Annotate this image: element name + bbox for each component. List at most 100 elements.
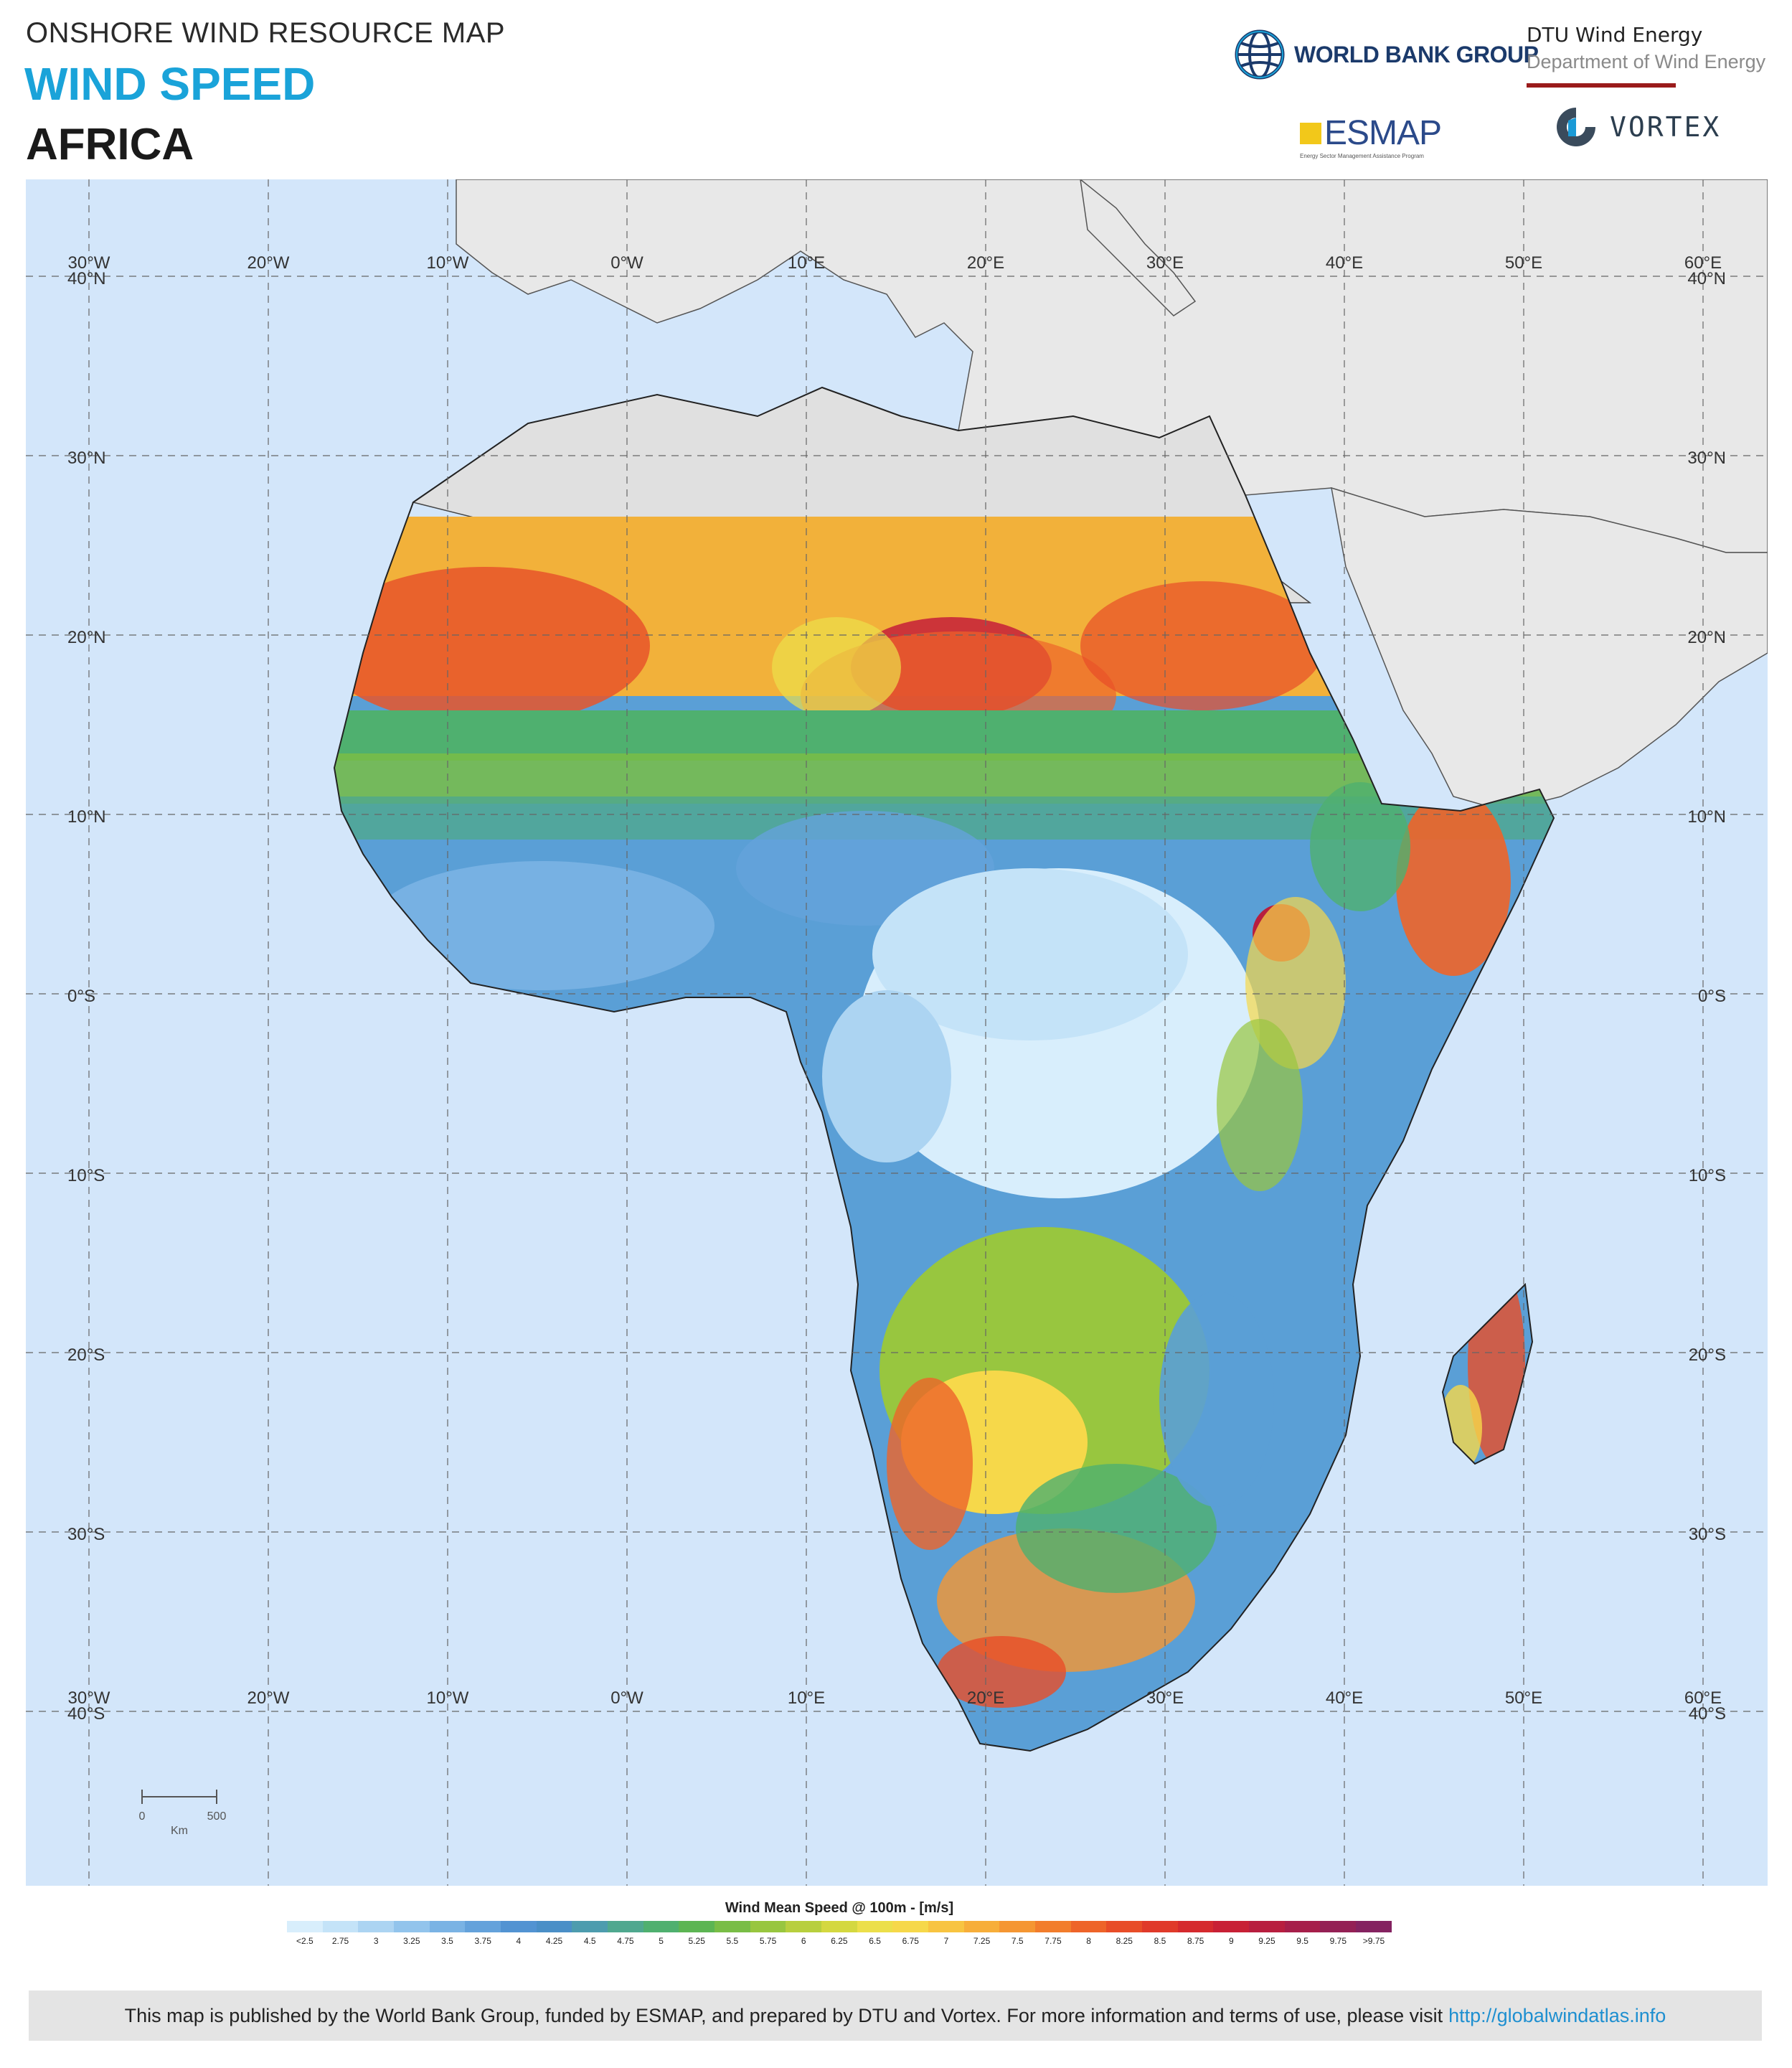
latitude-label: 10°S	[1689, 1166, 1726, 1185]
legend-tick-label: 7	[943, 1936, 949, 1946]
longitude-label: 50°E	[1505, 253, 1542, 273]
legend-tick-label: 6.75	[902, 1936, 919, 1946]
legend-tick-label: 9.25	[1258, 1936, 1275, 1946]
longitude-label: 20°E	[967, 1688, 1004, 1708]
scale-bar: 0 500 Km	[139, 1790, 226, 1837]
longitude-label: 20°W	[247, 1688, 290, 1708]
legend-tick-label: 8	[1086, 1936, 1091, 1946]
latitude-label: 30°N	[67, 448, 106, 468]
longitude-label: 60°E	[1684, 1688, 1722, 1708]
longitude-labels-top: 30°W 20°W 10°W 0°W 10°E 20°E 30°E 40°E 50°E 60°E	[68, 253, 1722, 273]
longitude-label: 50°E	[1505, 1688, 1542, 1708]
dtu-logo-line2: Department of Wind Energy	[1527, 51, 1766, 72]
dtu-logo-line1: DTU Wind Energy	[1527, 23, 1703, 47]
legend-tick-label: 6.25	[831, 1936, 848, 1946]
legend-swatch	[572, 1921, 608, 1932]
map-title: WIND SPEED	[24, 58, 316, 110]
longitude-label: 0°W	[610, 253, 643, 273]
legend-color-bar	[287, 1921, 1392, 1932]
graticule	[26, 179, 1768, 1886]
legend-tick-label: 3.75	[474, 1936, 491, 1946]
legend-tick-label: 4.5	[583, 1936, 596, 1946]
legend-swatch	[394, 1921, 430, 1932]
legend-swatch	[1106, 1921, 1143, 1932]
legend-tick-label: 9	[1228, 1936, 1234, 1946]
esmap-square-icon	[1300, 122, 1321, 144]
footer-link[interactable]: http://globalwindatlas.info	[1448, 2004, 1666, 2026]
esmap-logo-text: ESMAP	[1324, 114, 1442, 152]
legend-swatch	[358, 1921, 395, 1932]
legend-tick-label: >9.75	[1362, 1936, 1385, 1946]
esmap-tagline: Energy Sector Management Assistance Prog…	[1300, 153, 1424, 159]
globe-icon	[1235, 29, 1285, 80]
legend-swatch	[643, 1921, 679, 1932]
legend-tick-label: 5.25	[688, 1936, 705, 1946]
latitude-label: 10°N	[1687, 807, 1726, 827]
legend-swatch	[287, 1921, 323, 1932]
latitude-label: 10°N	[67, 807, 106, 827]
dtu-logo-bar	[1527, 83, 1676, 88]
legend-swatch	[322, 1921, 359, 1932]
legend-tick-label: 5.5	[726, 1936, 739, 1946]
longitude-label: 10°E	[788, 253, 825, 273]
legend-tick-label: 4.75	[617, 1936, 634, 1946]
legend-tick-label: 8.75	[1187, 1936, 1204, 1946]
legend-title: Wind Mean Speed @ 100m - [m/s]	[725, 1900, 954, 1916]
latitude-label: 40°S	[67, 1704, 105, 1724]
longitude-label: 30°E	[1146, 253, 1184, 273]
longitude-label: 30°E	[1146, 1688, 1184, 1708]
legend-swatch	[1320, 1921, 1357, 1932]
legend-tick-label: 3	[373, 1936, 379, 1946]
wind-speed-map: 30°W 20°W 10°W 0°W 10°E 20°E 30°E 40°E 50°E 60°E …	[26, 179, 1768, 1886]
map-canvas: 30°W 20°W 10°W 0°W 10°E 20°E 30°E 40°E 50°E 60°E …	[26, 179, 1768, 1886]
legend-tick-label: 5	[659, 1936, 664, 1946]
world-bank-logo: WORLD BANK GROUP	[1234, 26, 1539, 83]
legend-tick-label: 6.5	[869, 1936, 881, 1946]
longitude-label: 40°E	[1326, 1688, 1363, 1708]
legend-tick-label: 6	[801, 1936, 806, 1946]
legend-swatch	[928, 1921, 964, 1932]
wind-speed-legend: Wind Mean Speed @ 100m - [m/s] <2.5 2.75 3…	[287, 1900, 1392, 1946]
legend-swatch	[536, 1921, 572, 1932]
latitude-label: 20°S	[67, 1345, 105, 1365]
legend-swatch	[465, 1921, 501, 1932]
scale-bar-start: 0	[139, 1810, 146, 1823]
madagascar-wind-field	[1443, 1284, 1532, 1464]
longitude-label: 30°W	[68, 1688, 110, 1708]
legend-swatch	[501, 1921, 537, 1932]
legend-tick-label: 3.5	[441, 1936, 453, 1946]
legend-tick-label: 8.25	[1116, 1936, 1133, 1946]
legend-tick-label: 9.5	[1296, 1936, 1308, 1946]
legend-tick-label: 7.25	[973, 1936, 991, 1946]
legend-swatch	[750, 1921, 786, 1932]
legend-tick-label: <2.5	[296, 1936, 313, 1946]
longitude-label: 20°W	[247, 253, 290, 273]
longitude-label: 10°W	[427, 1688, 469, 1708]
legend-tick-label: 5.75	[759, 1936, 777, 1946]
longitude-label: 10°E	[788, 1688, 825, 1708]
longitude-labels-bottom: 30°W 20°W 10°W 0°W 10°E 20°E 30°E 40°E 50°E 60°E	[68, 1688, 1722, 1708]
latitude-label: 30°S	[1689, 1525, 1726, 1544]
world-bank-logo-text: WORLD BANK GROUP	[1294, 41, 1539, 67]
legend-swatch	[1356, 1921, 1392, 1932]
legend-swatch	[999, 1921, 1036, 1932]
legend-tick-label: 2.75	[331, 1936, 349, 1946]
vortex-logo-text: VORTEX	[1610, 111, 1722, 143]
latitude-labels-left: 40°N 30°N 20°N 10°N 0°S 10°S 20°S 30°S 40°S	[67, 269, 106, 1724]
dtu-logo: DTU Wind Energy Department of Wind Energ…	[1527, 23, 1765, 88]
legend-tick-label: 4.25	[545, 1936, 563, 1946]
longitude-label: 20°E	[967, 253, 1004, 273]
europe-landmass	[456, 179, 1768, 812]
longitude-label: 30°W	[68, 253, 110, 273]
legend-swatch	[1249, 1921, 1285, 1932]
legend-tick-label: 9.75	[1329, 1936, 1347, 1946]
legend-swatch	[1035, 1921, 1071, 1932]
legend-swatch	[1213, 1921, 1250, 1932]
legend-tick-label: 4	[516, 1936, 522, 1946]
latitude-label: 40°N	[67, 269, 106, 288]
legend-swatch	[1142, 1921, 1178, 1932]
legend-swatch	[1284, 1921, 1321, 1932]
legend-swatch	[857, 1921, 893, 1932]
latitude-label: 0°S	[1698, 987, 1726, 1006]
legend-tick-label: 8.5	[1154, 1936, 1166, 1946]
